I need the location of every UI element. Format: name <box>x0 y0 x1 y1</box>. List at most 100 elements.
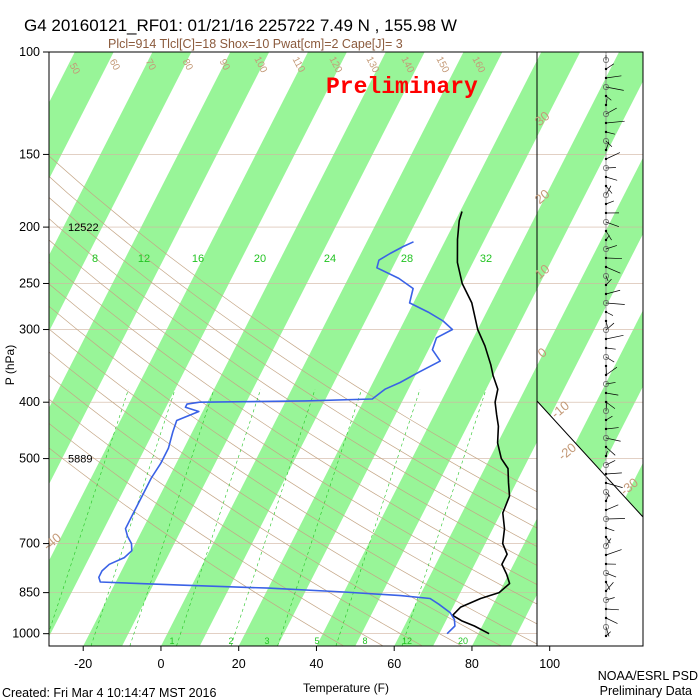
calm-wind-circle <box>603 246 609 252</box>
wind-barb <box>605 626 610 637</box>
wind-point <box>604 562 608 566</box>
wind-point <box>604 445 608 449</box>
wind-barb <box>605 322 615 331</box>
calm-wind-circle <box>603 327 609 333</box>
wind-point <box>604 526 608 530</box>
wind-barb <box>605 221 620 228</box>
wind-point <box>604 337 608 341</box>
wind-point <box>604 508 608 512</box>
wind-point <box>604 427 608 431</box>
wind-barb <box>605 392 619 396</box>
y-axis-label: P (hPa) <box>3 345 17 385</box>
height-label: 12522 <box>68 222 99 234</box>
wind-barb <box>605 617 618 624</box>
wind-barb <box>605 245 618 250</box>
dry-adiabat-label: 70 <box>143 57 158 72</box>
wind-point <box>604 634 608 638</box>
y-tick-label: 300 <box>19 323 40 337</box>
calm-wind-circle <box>603 354 609 360</box>
mixing-ratio-lower-label: 8 <box>362 636 367 646</box>
y-tick-label: 400 <box>19 395 40 409</box>
dry-adiabat-label: 50 <box>67 61 82 76</box>
wind-barb <box>605 356 615 363</box>
wind-barb <box>605 185 612 196</box>
chart-title: G4 20160121_RF01: 01/21/16 225722 7.49 N… <box>24 16 457 35</box>
wind-point <box>604 67 608 71</box>
mixing-ratio-lower-label: 1 <box>169 636 174 646</box>
x-tick-label: 40 <box>310 657 324 671</box>
wind-point <box>604 346 608 350</box>
wind-barb <box>605 472 622 475</box>
wind-point <box>604 553 608 557</box>
calm-wind-circle <box>603 138 609 144</box>
calm-wind-circle <box>603 516 609 522</box>
y-tick-label: 1000 <box>12 627 40 641</box>
x-tick-label: 60 <box>387 657 401 671</box>
mixing-ratio-label: 20 <box>254 253 266 265</box>
height-label: 5889 <box>68 454 92 466</box>
dry-adiabat-label: 60 <box>107 57 122 72</box>
wind-point <box>604 580 608 584</box>
wind-barb <box>605 581 611 590</box>
calm-wind-circle <box>603 462 609 468</box>
dry-adiabat-line <box>49 398 423 646</box>
wind-point <box>604 481 608 485</box>
mixing-ratio-lower-label: 20 <box>458 636 468 646</box>
x-tick-label: 80 <box>465 657 479 671</box>
calm-wind-circle <box>603 435 609 441</box>
y-tick-label: 200 <box>19 220 40 234</box>
dry-adiabat-line <box>49 375 463 646</box>
wind-barb <box>605 142 610 151</box>
wind-barb <box>605 491 611 497</box>
wind-barb <box>605 382 616 385</box>
wind-barb <box>605 427 619 430</box>
wind-barb <box>605 302 625 305</box>
wind-barb <box>605 120 625 124</box>
wind-barb <box>605 230 612 241</box>
plot-area <box>49 52 643 646</box>
wind-point <box>604 472 608 476</box>
dry-adiabat-label: 150 <box>433 55 451 75</box>
wind-point <box>604 283 608 287</box>
wind-barb <box>605 608 619 611</box>
wind-barb <box>605 582 614 592</box>
temperature-bands <box>49 52 643 646</box>
dry-adiabat-label: 80 <box>180 57 195 72</box>
wind-point <box>604 265 608 269</box>
wind-barb <box>605 446 616 456</box>
calm-wind-circle <box>603 381 609 387</box>
calm-wind-circle <box>603 408 609 414</box>
mixing-ratio-label: 8 <box>92 253 98 265</box>
wind-point <box>604 238 608 242</box>
wind-barb <box>605 75 622 79</box>
wind-barb <box>605 86 624 91</box>
wind-point <box>604 175 608 179</box>
temperature-band <box>161 52 503 646</box>
temperature-band <box>316 52 643 646</box>
wind-point <box>604 103 608 107</box>
wind-barb <box>605 482 623 488</box>
wind-point <box>604 184 608 188</box>
wind-point <box>604 121 608 125</box>
wind-point <box>604 616 608 620</box>
dry-adiabat-line <box>49 305 581 646</box>
temperature-band <box>49 52 114 180</box>
wind-point <box>604 589 608 593</box>
wind-barb <box>605 460 616 466</box>
wind-barb <box>605 401 616 409</box>
wind-point <box>604 607 608 611</box>
wind-barb <box>605 131 616 135</box>
wind-point <box>604 130 608 134</box>
wind-barb <box>605 257 622 259</box>
wind-barb <box>605 167 616 169</box>
wind-point <box>604 319 608 323</box>
mixing-ratio-label: 32 <box>480 253 492 265</box>
mixing-ratio-lower-label: 2 <box>228 636 233 646</box>
y-tick-label: 100 <box>19 45 40 59</box>
wind-barb <box>605 63 615 70</box>
dry-adiabat-label: 90 <box>217 57 232 72</box>
wind-point <box>604 310 608 314</box>
y-tick-label: 700 <box>19 537 40 551</box>
y-tick-label: 250 <box>19 276 40 290</box>
